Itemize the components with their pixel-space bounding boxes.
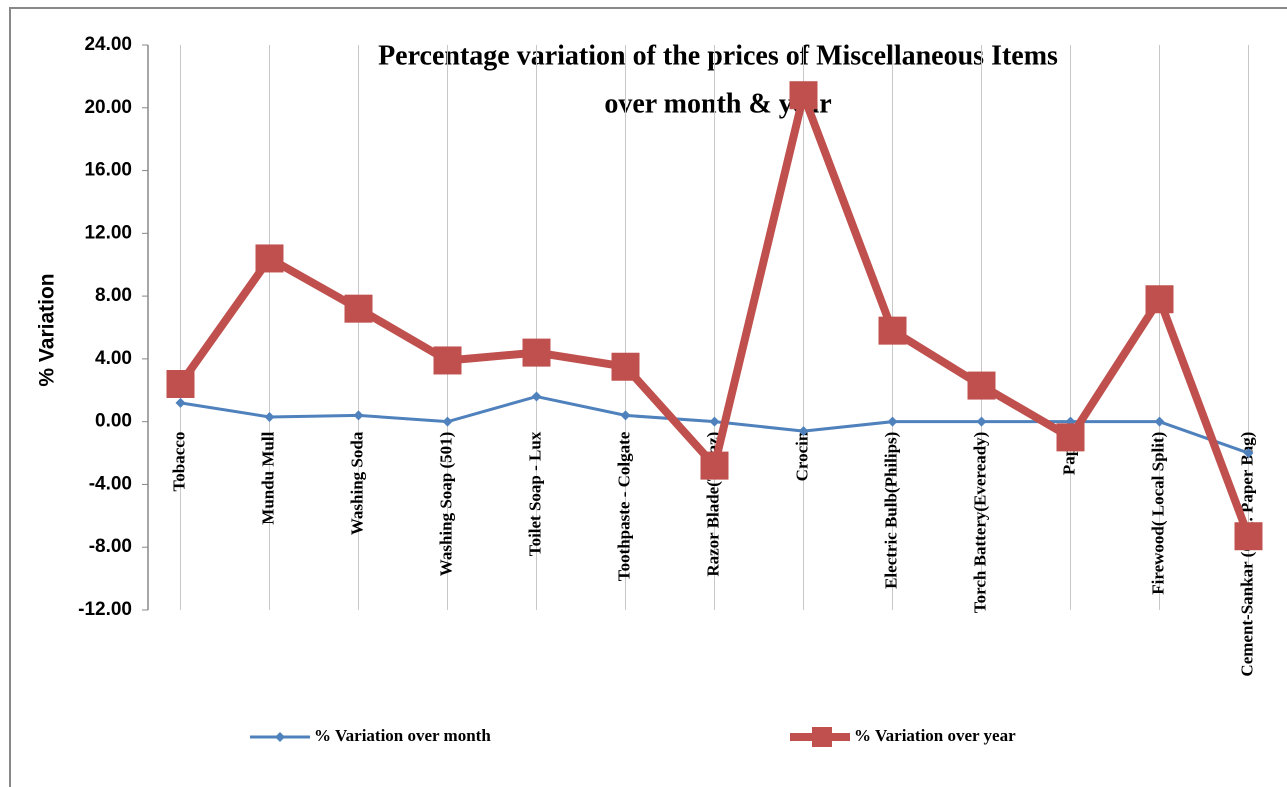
y-axis-label: % Variation	[36, 273, 59, 386]
marker	[1145, 285, 1174, 314]
marker	[442, 416, 453, 427]
marker	[264, 411, 275, 422]
marker	[878, 316, 907, 345]
x-tick-label: Washing Soda	[347, 431, 366, 535]
marker	[1056, 423, 1085, 452]
marker	[967, 371, 996, 400]
marker	[1234, 522, 1263, 551]
legend-marker	[275, 732, 285, 742]
x-tick-label: Toothpaste - Colgate	[614, 431, 633, 581]
marker	[700, 451, 729, 480]
x-tick-label: Toilet Soap - Lux	[525, 431, 544, 556]
legend-label: % Variation over year	[854, 726, 1016, 745]
x-tick-label: Torch Battery(Eveready)	[970, 432, 989, 613]
marker	[166, 370, 195, 398]
x-tick-label: Mundu Mull	[258, 431, 277, 524]
x-tick-label: Tobacco	[169, 432, 188, 492]
marker	[433, 346, 462, 375]
marker	[709, 416, 720, 427]
y-tick-label: -8.00	[89, 536, 132, 557]
x-tick-label: Electric Bulb(Philips)	[881, 432, 900, 589]
x-tick-label: Cement-Sankar (Ord. Paper Bag)	[1237, 432, 1256, 677]
marker	[1154, 416, 1165, 427]
legend-label: % Variation over month	[314, 726, 491, 745]
y-tick-label: 24.00	[84, 34, 132, 55]
marker	[789, 81, 818, 110]
x-tick-label: Crocin	[792, 431, 811, 481]
marker	[353, 410, 364, 421]
chart-title: Percentage variation of the prices of Mi…	[378, 40, 1058, 71]
x-tick-label: Washing Soap (501)	[436, 432, 455, 577]
marker	[887, 416, 898, 427]
marker	[620, 410, 631, 421]
y-tick-label: -12.00	[78, 599, 132, 620]
y-tick-label: 4.00	[95, 348, 132, 369]
marker	[976, 416, 987, 427]
x-tick-label: Firewood( Local Split)	[1148, 432, 1167, 595]
y-tick-label: 12.00	[84, 222, 132, 243]
marker	[531, 391, 542, 402]
marker	[1243, 448, 1254, 459]
marker	[255, 244, 284, 273]
y-tick-label: 16.00	[84, 160, 132, 181]
marker	[175, 397, 186, 408]
legend-marker	[812, 727, 832, 747]
marker	[798, 426, 809, 437]
y-tick-label: 8.00	[95, 285, 132, 306]
marker	[611, 352, 640, 381]
marker	[522, 338, 551, 367]
y-tick-label: 20.00	[84, 97, 132, 118]
marker	[344, 294, 373, 323]
y-tick-label: 0.00	[95, 411, 132, 432]
y-tick-label: -4.00	[89, 473, 132, 494]
